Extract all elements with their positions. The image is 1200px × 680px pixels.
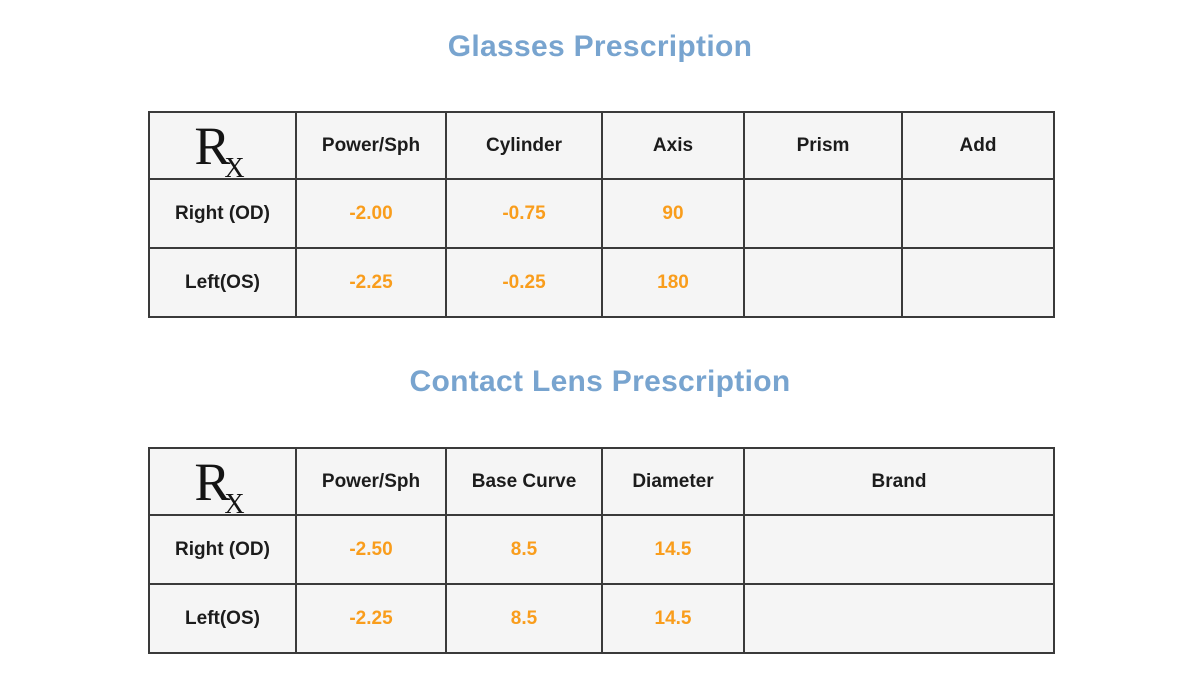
value-cell-power: -2.25: [295, 583, 447, 654]
value-cell-diameter: 14.5: [601, 514, 745, 585]
table-row-right-od: Right (OD) -2.50 8.5 14.5: [148, 514, 1055, 585]
rx-symbol-r: R: [194, 451, 231, 512]
value-cell-power: -2.50: [295, 514, 447, 585]
empty-cell-prism: [743, 178, 903, 249]
column-header-diameter: Diameter: [601, 447, 745, 516]
table-row-left-os: Left(OS) -2.25 8.5 14.5: [148, 583, 1055, 654]
value-cell-cylinder: -0.75: [445, 178, 603, 249]
column-header-cylinder: Cylinder: [445, 111, 603, 180]
empty-cell-brand: [743, 514, 1055, 585]
column-header-axis: Axis: [601, 111, 745, 180]
column-header-brand: Brand: [743, 447, 1055, 516]
empty-cell-add: [901, 247, 1055, 318]
row-label-left-os: Left(OS): [148, 247, 297, 318]
glasses-header-row: RX Power/Sph Cylinder Axis Prism Add: [148, 111, 1055, 183]
value-cell-cylinder: -0.25: [445, 247, 603, 318]
contacts-header-row: RX Power/Sph Base Curve Diameter Brand: [148, 447, 1055, 519]
rx-symbol: RX: [194, 119, 250, 183]
rx-symbol-r: R: [194, 115, 231, 176]
value-cell-axis: 180: [601, 247, 745, 318]
empty-cell-brand: [743, 583, 1055, 654]
rx-header-cell: RX: [148, 447, 297, 519]
rx-symbol-x: X: [224, 152, 245, 184]
column-header-prism: Prism: [743, 111, 903, 180]
glasses-title: Glasses Prescription: [447, 30, 753, 63]
row-label-right-od: Right (OD): [148, 178, 297, 249]
column-header-power-sph: Power/Sph: [295, 447, 447, 516]
contact-lens-title: Contact Lens Prescription: [409, 365, 791, 398]
value-cell-base-curve: 8.5: [445, 514, 603, 585]
value-cell-base-curve: 8.5: [445, 583, 603, 654]
row-label-right-od: Right (OD): [148, 514, 297, 585]
glasses-table: RX Power/Sph Cylinder Axis Prism Add Rig…: [148, 111, 1055, 318]
column-header-base-curve: Base Curve: [445, 447, 603, 516]
value-cell-power: -2.00: [295, 178, 447, 249]
column-header-power-sph: Power/Sph: [295, 111, 447, 180]
empty-cell-add: [901, 178, 1055, 249]
column-header-add: Add: [901, 111, 1055, 180]
value-cell-power: -2.25: [295, 247, 447, 318]
table-row-left-os: Left(OS) -2.25 -0.25 180: [148, 247, 1055, 318]
value-cell-axis: 90: [601, 178, 745, 249]
contact-lens-table: RX Power/Sph Base Curve Diameter Brand R…: [148, 447, 1055, 654]
table-row-right-od: Right (OD) -2.00 -0.75 90: [148, 178, 1055, 249]
value-cell-diameter: 14.5: [601, 583, 745, 654]
empty-cell-prism: [743, 247, 903, 318]
rx-symbol: RX: [194, 455, 250, 519]
row-label-left-os: Left(OS): [148, 583, 297, 654]
rx-symbol-x: X: [224, 488, 245, 520]
rx-header-cell: RX: [148, 111, 297, 183]
